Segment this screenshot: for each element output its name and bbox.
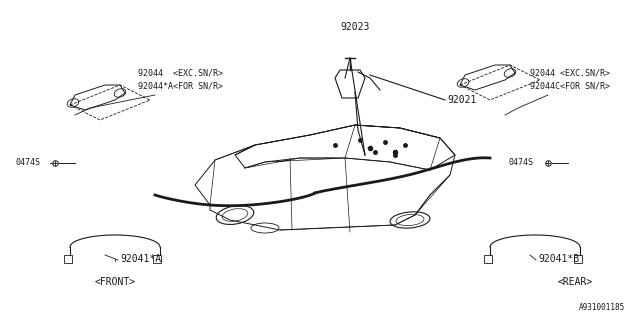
Text: <REAR>: <REAR> <box>557 277 593 287</box>
Text: A931001185: A931001185 <box>579 303 625 312</box>
Text: <FRONT>: <FRONT> <box>95 277 136 287</box>
Text: 0474S: 0474S <box>508 158 533 167</box>
Text: 92041*B: 92041*B <box>538 254 579 264</box>
Text: 92044C<FOR SN/R>: 92044C<FOR SN/R> <box>530 81 610 90</box>
Text: 92044*A<FOR SN/R>: 92044*A<FOR SN/R> <box>138 81 223 90</box>
Text: 92041*A: 92041*A <box>120 254 161 264</box>
Text: 92044 <EXC.SN/R>: 92044 <EXC.SN/R> <box>530 68 610 77</box>
Text: 92044  <EXC.SN/R>: 92044 <EXC.SN/R> <box>138 68 223 77</box>
Text: 92021: 92021 <box>447 95 476 105</box>
Text: 0474S: 0474S <box>15 158 40 167</box>
Text: 92023: 92023 <box>340 22 370 32</box>
